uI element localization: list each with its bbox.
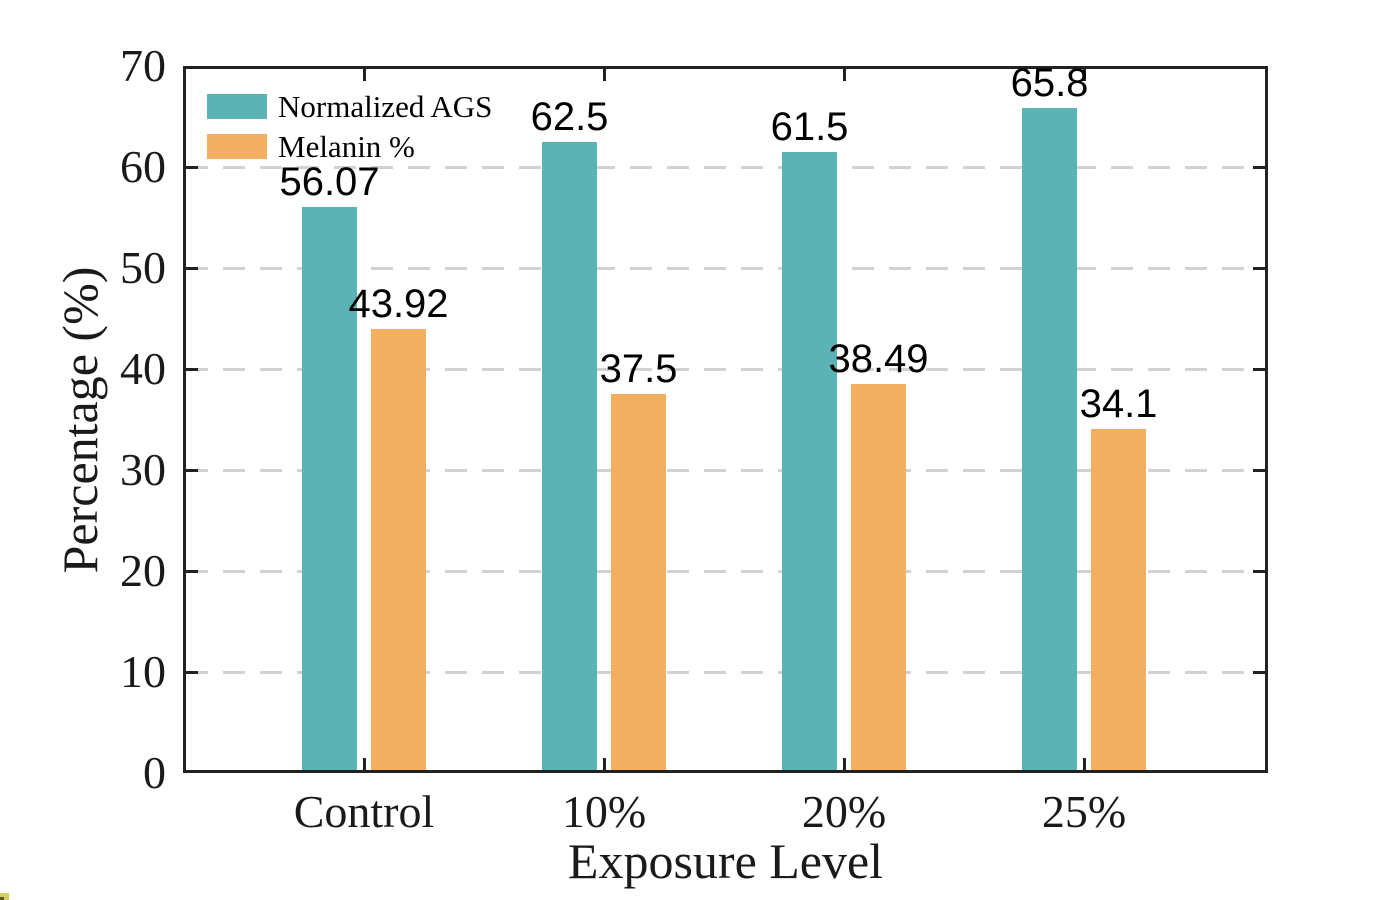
y-tick-left-30 bbox=[186, 468, 198, 472]
y-axis-title: Percentage (%) bbox=[52, 266, 108, 573]
bar-normalized-ags-25 bbox=[1022, 108, 1077, 773]
y-tick-label-70: 70 bbox=[120, 40, 166, 91]
x-tick-label-20: 20% bbox=[801, 786, 887, 837]
bar-melanin-20 bbox=[851, 384, 906, 773]
value-label-normalized-ags-control: 56.07 bbox=[279, 159, 380, 204]
y-tick-label-40: 40 bbox=[120, 343, 166, 394]
y-tick-label-50: 50 bbox=[120, 242, 166, 293]
y-tick-right-60 bbox=[1253, 165, 1265, 169]
y-tick-right-10 bbox=[1253, 670, 1265, 674]
y-tick-left-20 bbox=[186, 569, 198, 573]
legend-label-melanin: Melanin % bbox=[278, 129, 415, 164]
gridline-y-20 bbox=[186, 569, 1265, 573]
x-tick-bottom-25 bbox=[1082, 758, 1086, 770]
value-label-melanin-10: 37.5 bbox=[599, 347, 678, 392]
y-tick-right-40 bbox=[1253, 367, 1265, 371]
x-tick-bottom-control bbox=[362, 758, 366, 770]
y-tick-left-40 bbox=[186, 367, 198, 371]
value-label-normalized-ags-20: 61.5 bbox=[770, 104, 849, 149]
y-tick-left-50 bbox=[186, 266, 198, 270]
value-label-melanin-20: 38.49 bbox=[828, 337, 929, 382]
bar-melanin-control bbox=[371, 329, 426, 773]
value-label-normalized-ags-25: 65.8 bbox=[1010, 61, 1089, 106]
x-tick-label-25: 25% bbox=[1041, 786, 1127, 837]
bar-normalized-ags-control bbox=[302, 206, 357, 773]
x-tick-top-control bbox=[362, 69, 366, 81]
gridline-y-50 bbox=[186, 266, 1265, 270]
gridline-y-60 bbox=[186, 165, 1265, 169]
y-tick-right-20 bbox=[1253, 569, 1265, 573]
bar-melanin-25 bbox=[1091, 428, 1146, 773]
y-tick-label-0: 0 bbox=[143, 747, 166, 798]
bar-normalized-ags-10 bbox=[542, 141, 597, 773]
bar-normalized-ags-20 bbox=[782, 151, 837, 773]
x-tick-bottom-20 bbox=[842, 758, 846, 770]
legend-item-normalized-ags: Normalized AGS bbox=[207, 91, 492, 122]
legend-label-normalized-ags: Normalized AGS bbox=[278, 89, 493, 124]
y-tick-right-50 bbox=[1253, 266, 1265, 270]
x-tick-label-10: 10% bbox=[561, 786, 647, 837]
y-tick-left-60 bbox=[186, 165, 198, 169]
y-tick-label-10: 10 bbox=[120, 646, 166, 697]
x-tick-top-20 bbox=[842, 69, 846, 81]
gridline-y-10 bbox=[186, 670, 1265, 674]
y-tick-label-30: 30 bbox=[120, 444, 166, 495]
value-label-normalized-ags-10: 62.5 bbox=[530, 94, 609, 139]
legend: Normalized AGS Melanin % bbox=[207, 91, 492, 162]
legend-item-melanin: Melanin % bbox=[207, 131, 492, 162]
value-label-melanin-25: 34.1 bbox=[1079, 381, 1158, 426]
x-axis-title: Exposure Level bbox=[567, 833, 884, 889]
y-tick-label-20: 20 bbox=[120, 545, 166, 596]
x-tick-label-control: Control bbox=[293, 786, 435, 837]
x-tick-top-25 bbox=[1082, 69, 1086, 81]
gridline-y-30 bbox=[186, 468, 1265, 472]
x-tick-top-10 bbox=[602, 69, 606, 81]
x-tick-bottom-10 bbox=[602, 758, 606, 770]
value-label-melanin-control: 43.92 bbox=[348, 282, 449, 327]
y-tick-left-10 bbox=[186, 670, 198, 674]
corner-artifact bbox=[0, 893, 9, 900]
gridline-y-40 bbox=[186, 367, 1265, 371]
legend-swatch-melanin bbox=[207, 134, 267, 159]
y-tick-right-30 bbox=[1253, 468, 1265, 472]
y-tick-label-60: 60 bbox=[120, 141, 166, 192]
legend-swatch-normalized-ags bbox=[207, 94, 267, 119]
bar-melanin-10 bbox=[611, 394, 666, 773]
